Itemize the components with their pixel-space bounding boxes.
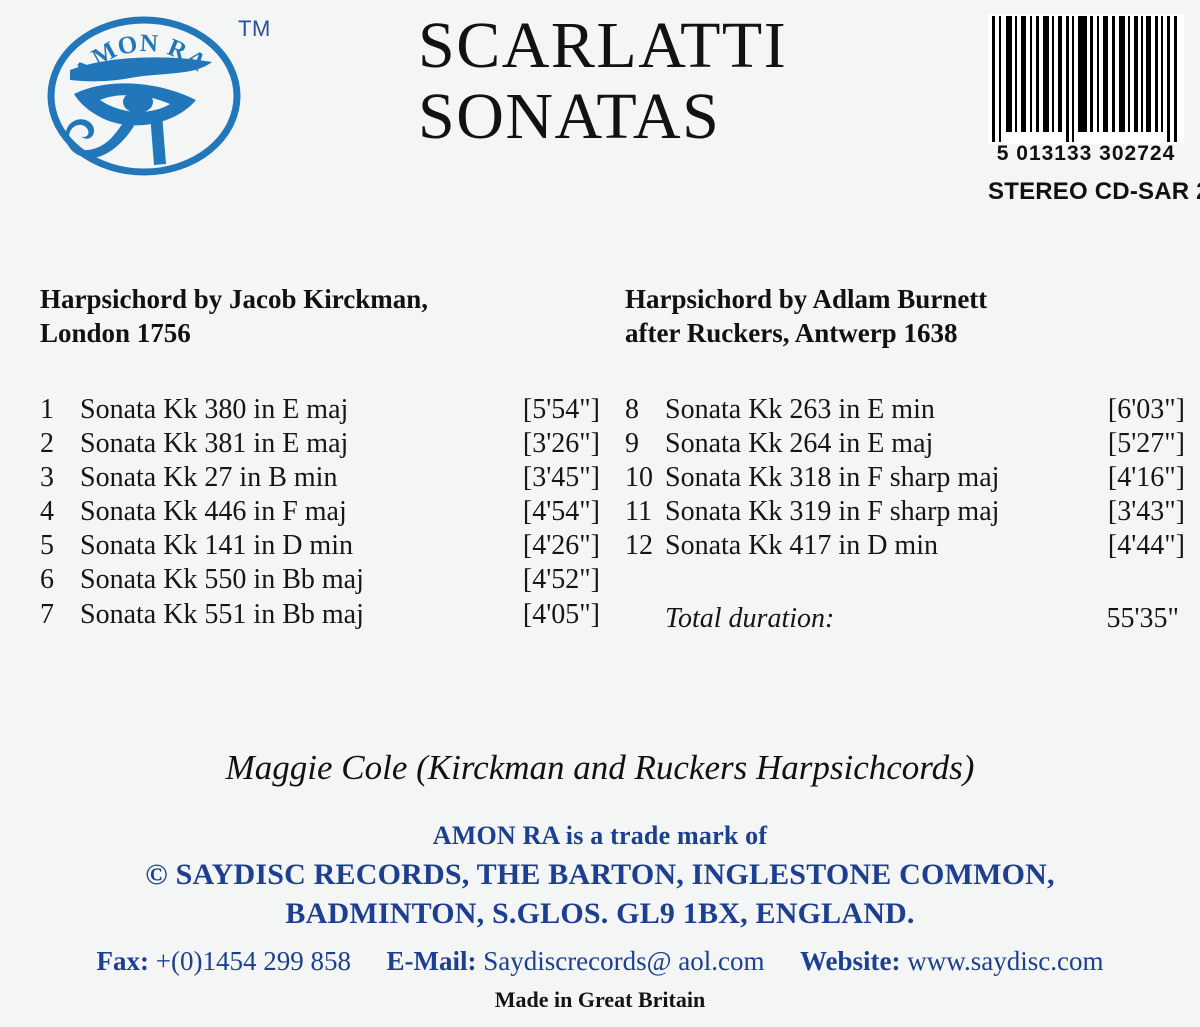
fax-label: Fax: — [96, 946, 149, 977]
track-number: 4 — [40, 496, 54, 528]
track-duration: [5'27"] — [1107, 427, 1185, 459]
trademark-symbol: TM — [238, 16, 271, 41]
album-title-line-2: SONATAS — [418, 79, 721, 153]
track-row: 12 Sonata Kk 417 in D min [4'44"] — [625, 529, 1185, 563]
track-number: 8 — [625, 393, 639, 425]
track-title: Sonata Kk 550 in Bb maj — [80, 564, 364, 596]
track-duration: [3'45"] — [522, 461, 600, 493]
track-number: 6 — [40, 564, 54, 596]
track-number: 5 — [40, 530, 54, 562]
barcode-digits: 5 013133 302724 — [996, 142, 1176, 165]
amon-ra-logo: AMON RA — [44, 14, 244, 179]
track-row: 1 Sonata Kk 380 in E maj [5'54"] — [40, 393, 600, 427]
copyright-address-line-2: BADMINTON, S.GLOS. GL9 1BX, ENGLAND. — [285, 897, 915, 931]
track-title: Sonata Kk 318 in F sharp maj — [665, 461, 1000, 493]
instrument-line-2: after Ruckers, Antwerp 1638 — [625, 318, 958, 349]
copyright-address-line-1: © SAYDISC RECORDS, THE BARTON, INGLESTON… — [145, 858, 1055, 892]
made-in-statement: Made in Great Britain — [494, 987, 706, 1013]
track-duration: [4'05"] — [522, 598, 600, 630]
instrument-line-2: London 1756 — [40, 318, 191, 349]
track-title: Sonata Kk 27 in B min — [80, 461, 338, 493]
track-number: 11 — [625, 496, 652, 528]
track-row: 9 Sonata Kk 264 in E maj [5'27"] — [625, 427, 1185, 461]
track-listing: Harpsichord by Jacob Kirckman, London 17… — [0, 282, 1200, 662]
track-number: 12 — [625, 530, 653, 562]
track-title: Sonata Kk 381 in E maj — [80, 427, 349, 459]
track-duration: [6'03"] — [1107, 393, 1185, 425]
track-duration: [4'54"] — [522, 496, 600, 528]
track-row: 2 Sonata Kk 381 in E maj [3'26"] — [40, 427, 600, 461]
performer-credit: Maggie Cole (Kirckman and Ruckers Harpsi… — [225, 748, 975, 787]
track-number: 10 — [625, 461, 653, 493]
track-number: 7 — [40, 598, 54, 630]
total-duration-value: 55'35" — [1106, 603, 1179, 635]
track-row: 7 Sonata Kk 551 in Bb maj [4'05"] — [40, 598, 600, 632]
track-duration: [4'52"] — [522, 564, 600, 596]
track-duration: [4'26"] — [522, 530, 600, 562]
barcode-block: 5 013133 302724 STEREO CD-SAR 27 — [988, 14, 1200, 206]
track-row: 10 Sonata Kk 318 in F sharp maj [4'16"] — [625, 461, 1185, 495]
email-value[interactable]: Saydiscrecords@ aol.com — [483, 946, 765, 977]
track-title: Sonata Kk 446 in F maj — [80, 496, 347, 528]
instrument-line-1: Harpsichord by Jacob Kirckman, — [40, 284, 429, 314]
track-row: 3 Sonata Kk 27 in B min [3'45"] — [40, 461, 600, 495]
track-row: 8 Sonata Kk 263 in E min [6'03"] — [625, 393, 1185, 427]
track-title: Sonata Kk 417 in D min — [665, 530, 938, 562]
track-list-right: 8 Sonata Kk 263 in E min [6'03"] 9 Sonat… — [625, 393, 1185, 636]
track-duration: [3'26"] — [522, 427, 600, 459]
track-row: 11 Sonata Kk 319 in F sharp maj [3'43"] — [625, 495, 1185, 529]
track-title: Sonata Kk 141 in D min — [80, 530, 353, 562]
footer-block: AMON RA is a trade mark of © SAYDISC REC… — [0, 820, 1200, 1013]
track-list-left: 1 Sonata Kk 380 in E maj [5'54"] 2 Sonat… — [40, 393, 600, 632]
track-duration: [4'16"] — [1107, 461, 1185, 493]
total-duration-label: Total duration: — [665, 603, 835, 635]
track-title: Sonata Kk 263 in E min — [665, 393, 935, 425]
track-title: Sonata Kk 551 in Bb maj — [80, 598, 364, 630]
instrument-heading-right: Harpsichord by Adlam Burnett after Rucke… — [625, 282, 1185, 351]
total-duration-row: Total duration: 55'35" — [625, 603, 1185, 635]
track-row: 5 Sonata Kk 141 in D min [4'26"] — [40, 529, 600, 563]
track-number: 2 — [40, 427, 54, 459]
track-title: Sonata Kk 319 in F sharp maj — [665, 496, 1000, 528]
track-title: Sonata Kk 380 in E maj — [80, 393, 349, 425]
contact-line: Fax: +(0)1454 299 858 E-Mail: Saydiscrec… — [0, 946, 1200, 977]
track-row: 4 Sonata Kk 446 in F maj [4'54"] — [40, 495, 600, 529]
catalog-number: STEREO CD-SAR 27 — [988, 178, 1200, 205]
website-value[interactable]: www.saydisc.com — [907, 946, 1104, 977]
track-title: Sonata Kk 264 in E maj — [665, 427, 934, 459]
email-label: E-Mail: — [386, 946, 477, 977]
instrument-heading-left: Harpsichord by Jacob Kirckman, London 17… — [40, 282, 600, 351]
album-title: SCARLATTI SONATAS — [418, 9, 858, 153]
instrument-line-1: Harpsichord by Adlam Burnett — [625, 284, 988, 314]
track-number: 1 — [40, 393, 54, 425]
track-number: 3 — [40, 461, 54, 493]
track-duration: [3'43"] — [1107, 496, 1185, 528]
track-row: 6 Sonata Kk 550 in Bb maj [4'52"] — [40, 563, 600, 597]
album-title-line-1: SCARLATTI — [418, 9, 788, 82]
trademark-statement: AMON RA is a trade mark of — [432, 821, 768, 850]
website-label: Website: — [800, 946, 901, 977]
track-duration: [5'54"] — [522, 393, 600, 425]
track-duration: [4'44"] — [1107, 530, 1185, 562]
track-column-left: Harpsichord by Jacob Kirckman, London 17… — [40, 282, 600, 632]
track-column-right: Harpsichord by Adlam Burnett after Rucke… — [625, 282, 1185, 635]
track-number: 9 — [625, 427, 639, 459]
barcode-icon — [988, 14, 1184, 144]
fax-value: +(0)1454 299 858 — [155, 946, 351, 977]
